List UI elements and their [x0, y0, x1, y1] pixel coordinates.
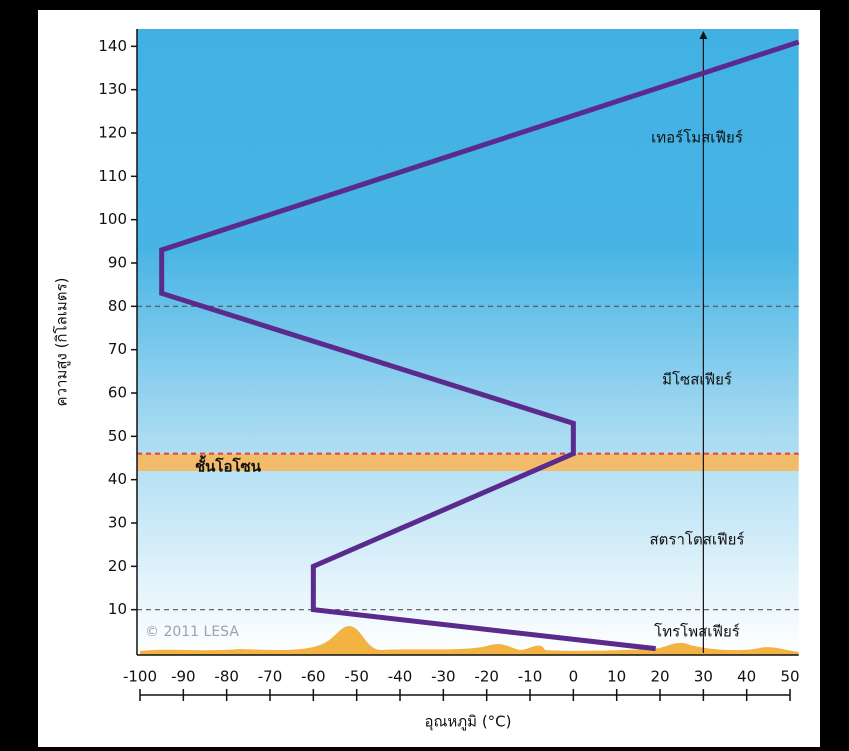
x-tick-label: 0: [569, 668, 579, 686]
layer-label: เทอร์โมสเฟียร์: [651, 129, 743, 147]
y-tick-label: 70: [108, 340, 127, 358]
x-tick-label: -60: [301, 668, 326, 686]
x-tick-label: -40: [388, 668, 413, 686]
x-tick-label: 50: [780, 668, 799, 686]
y-tick-label: 130: [98, 80, 127, 98]
y-tick-label: 90: [108, 254, 127, 272]
y-tick-label: 30: [108, 514, 127, 532]
y-tick-label: 10: [108, 600, 127, 618]
x-tick-label: -50: [344, 668, 369, 686]
y-tick-label: 120: [98, 124, 127, 142]
y-tick-label: 60: [108, 384, 127, 402]
copyright: © 2011 LESA: [145, 624, 239, 640]
x-tick-label: 10: [607, 668, 626, 686]
y-tick-label: 80: [108, 297, 127, 315]
x-tick-label: -20: [474, 668, 499, 686]
layer-label: มีโซสเฟียร์: [662, 371, 732, 389]
page: © 2011 LESA อุณหภูมิ (°C) ความสูง (กิโลเ…: [0, 0, 849, 751]
y-tick-label: 20: [108, 557, 127, 575]
x-tick-label: -80: [214, 668, 239, 686]
y-tick-label: 50: [108, 427, 127, 445]
layer-label: สตราโตสเฟียร์: [650, 531, 745, 549]
x-tick-label: 30: [694, 668, 713, 686]
ozone-label: ชั้นโอโซน: [195, 455, 262, 476]
x-tick-label: 40: [737, 668, 756, 686]
chart: © 2011 LESA อุณหภูมิ (°C) ความสูง (กิโลเ…: [0, 0, 849, 747]
y-tick-label: 100: [98, 210, 127, 228]
x-tick-label: -70: [258, 668, 283, 686]
y-tick-label: 110: [98, 167, 127, 185]
y-axis-label: ความสูง (กิโลเมตร): [53, 278, 71, 407]
x-tick-label: 20: [650, 668, 669, 686]
layer-label: โทรโพสเฟียร์: [654, 623, 740, 641]
plot-background: [137, 29, 799, 655]
x-tick-label: -10: [518, 668, 543, 686]
y-tick-label: 140: [98, 37, 127, 55]
x-tick-label: -90: [171, 668, 196, 686]
x-tick-label: -30: [431, 668, 456, 686]
x-tick-label: -100: [123, 668, 157, 686]
x-axis-label: อุณหภูมิ (°C): [424, 713, 511, 732]
y-tick-label: 40: [108, 470, 127, 488]
